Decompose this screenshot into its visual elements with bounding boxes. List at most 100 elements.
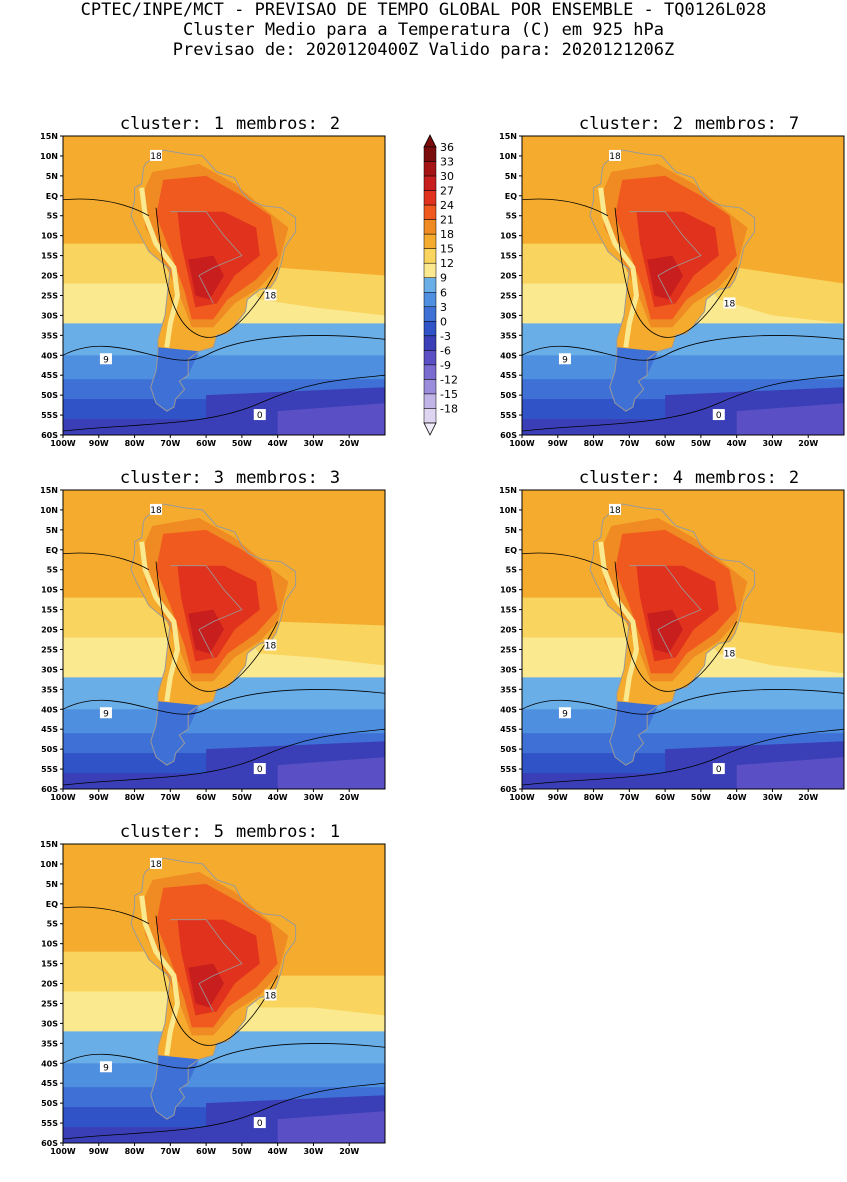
members-count: 3 (329, 468, 341, 488)
contour-label-box (723, 647, 736, 659)
contour-label: 18 (265, 641, 277, 651)
cluster-label: cluster: (119, 468, 202, 488)
latitude-label: 5N (46, 172, 58, 181)
latitude-label: EQ (505, 546, 517, 555)
latitude-label: 15N (499, 486, 517, 495)
contour-label: 0 (257, 411, 263, 421)
contour-label-box (558, 353, 571, 365)
latitude-label: 5S (506, 212, 518, 221)
map-frame (521, 489, 845, 790)
latitude-label: 10N (40, 506, 58, 515)
longitude-label: 50W (232, 439, 252, 448)
andes-cold-strip (139, 187, 181, 348)
contour-line (63, 198, 150, 217)
latitude-label: 15N (499, 132, 517, 141)
colorbar-tick-label: 33 (440, 156, 454, 169)
colorbar-tick-label: 36 (440, 141, 454, 154)
latitude-label: 10N (499, 152, 517, 161)
temperature-band (522, 355, 844, 381)
map-frame (62, 489, 386, 790)
colorbar-tick-label: 21 (440, 214, 454, 227)
colorbar-swatch (423, 262, 437, 278)
panel-title: cluster: 2 membros: 7 (496, 114, 847, 134)
latitude-label: 50S (500, 391, 517, 400)
contour-label-box (712, 763, 725, 775)
colorbar-tick-label: 12 (440, 257, 454, 270)
cold-region (736, 403, 844, 435)
members-label: membros: (236, 468, 318, 488)
longitude-label: 90W (548, 439, 568, 448)
longitude-label: 40W (727, 439, 747, 448)
contour-label: 18 (724, 299, 736, 309)
longitude-label: 80W (125, 1147, 145, 1156)
contour-line (63, 728, 385, 786)
longitude-label: 30W (762, 439, 782, 448)
contour-label: 18 (150, 860, 162, 870)
latitude-label: 45S (41, 371, 58, 380)
latitude-label: 15S (41, 606, 58, 615)
latitude-label: 40S (500, 351, 517, 360)
colorbar-swatch (423, 393, 437, 409)
cluster-number: 5 (213, 822, 224, 842)
latitude-label: 50S (41, 745, 58, 754)
latitude-label: EQ (505, 192, 517, 201)
latitude-label: 25S (500, 291, 517, 300)
colorbar-tick-label: 3 (440, 301, 447, 314)
members-count: 1 (329, 822, 341, 842)
andes-cold-strip (598, 187, 640, 348)
cold-region (277, 757, 385, 789)
contour-label-box (264, 289, 277, 301)
latitude-label: 5N (46, 880, 58, 889)
temperature-map: 18 18 9 0 15N 10N 5N EQ 5S 10S 15S 20S 25S 30S 35S 40S 4… (40, 486, 386, 802)
map-panel-cluster-4: cluster: 4 membros: 2 18 18 9 0 15N 10N 5N EQ 5S 10S 1… (496, 468, 847, 828)
contour-label: 18 (724, 649, 736, 659)
contour-line (522, 198, 609, 217)
panel-title: cluster: 5 membros: 1 (37, 822, 423, 842)
latitude-label: 5S (47, 212, 59, 221)
colorbar-arrow-bottom (423, 422, 437, 436)
latitude-label: 10S (41, 232, 58, 241)
members-count: 7 (788, 114, 800, 134)
political-border (170, 565, 243, 658)
colorbar-swatch (423, 233, 437, 249)
contour-label: 18 (609, 152, 621, 162)
colorbar-tick-label: -15 (440, 388, 458, 401)
members-count: 2 (788, 468, 800, 488)
latitude-label: 15S (41, 960, 58, 969)
colorbar-tick-label: 6 (440, 286, 447, 299)
contour-label-box (253, 1117, 266, 1129)
latitude-label: 60S (41, 785, 58, 794)
longitude-label: 90W (89, 439, 109, 448)
longitude-label: 80W (584, 439, 604, 448)
colorbar-swatch (423, 146, 437, 162)
longitude-label: 20W (339, 793, 359, 802)
contour-line (522, 728, 844, 786)
latitude-label: 60S (41, 431, 58, 440)
colorbar-swatch (423, 350, 437, 366)
members-label: membros: (695, 114, 777, 134)
longitude-label: 50W (691, 793, 711, 802)
patagonia-cold (150, 347, 199, 412)
map-panel-cluster-1: cluster: 1 membros: 2 18 18 9 0 15N 10N 5N EQ 5S 10S 1… (37, 114, 423, 474)
latitude-label: 10N (499, 506, 517, 515)
colorbar-tick-label: 9 (440, 272, 447, 285)
longitude-label: 30W (303, 1147, 323, 1156)
longitude-label: 70W (160, 439, 180, 448)
colorbar-tick-label: 30 (440, 170, 454, 183)
patagonia-cold (609, 701, 658, 766)
members-label: membros: (695, 468, 777, 488)
latitude-label: 55S (41, 765, 58, 774)
longitude-label: 100W (50, 439, 76, 448)
latitude-label: 15N (40, 840, 58, 849)
contour-label-box (99, 353, 112, 365)
longitude-label: 40W (268, 793, 288, 802)
latitude-label: 10N (40, 860, 58, 869)
map-panel-cluster-5: cluster: 5 membros: 1 18 18 9 0 15N 10N 5N EQ 5S 10S 1… (37, 822, 423, 1182)
latitude-label: 5S (47, 566, 59, 575)
latitude-label: 55S (500, 765, 517, 774)
colorbar-tick-label: -18 (440, 402, 458, 415)
longitude-label: 100W (50, 793, 76, 802)
map-frame (521, 135, 845, 436)
map-frame (62, 843, 386, 1144)
latitude-label: 30S (41, 665, 58, 674)
